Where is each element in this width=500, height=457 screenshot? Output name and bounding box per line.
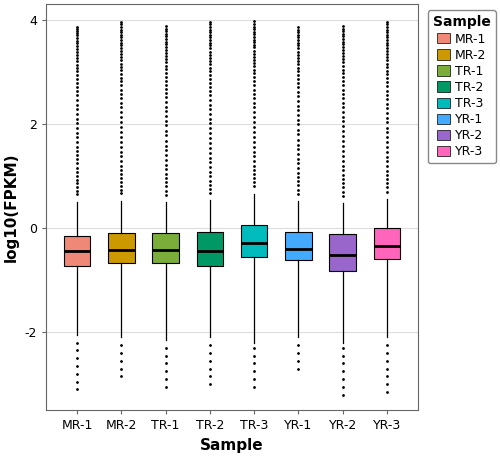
PathPatch shape: [64, 236, 90, 266]
PathPatch shape: [285, 232, 312, 260]
PathPatch shape: [196, 232, 223, 266]
PathPatch shape: [108, 233, 134, 263]
PathPatch shape: [374, 228, 400, 259]
PathPatch shape: [152, 233, 179, 263]
Legend: MR-1, MR-2, TR-1, TR-2, TR-3, YR-1, YR-2, YR-3: MR-1, MR-2, TR-1, TR-2, TR-3, YR-1, YR-2…: [428, 11, 496, 164]
Y-axis label: log10(FPKM): log10(FPKM): [4, 153, 19, 262]
X-axis label: Sample: Sample: [200, 438, 264, 453]
PathPatch shape: [241, 225, 268, 257]
PathPatch shape: [330, 234, 356, 271]
